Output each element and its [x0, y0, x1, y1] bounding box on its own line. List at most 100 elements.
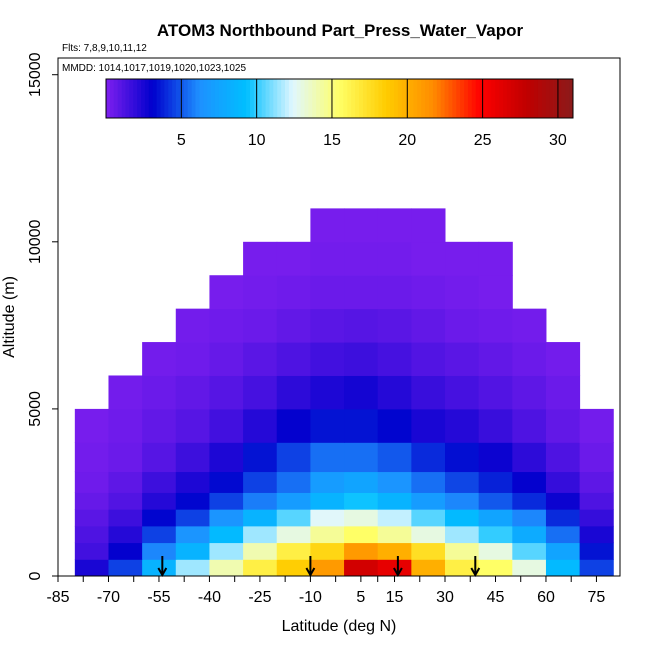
heatmap-cell — [74, 492, 109, 510]
heatmap-cell — [344, 442, 379, 473]
heatmap-cell — [209, 542, 244, 560]
heatmap-cell — [276, 471, 311, 493]
colorbar-segment — [226, 79, 231, 118]
heatmap-cell — [344, 471, 379, 493]
heatmap-cell — [243, 471, 278, 493]
colorbar-segment — [203, 79, 208, 118]
heatmap-cell — [344, 308, 379, 343]
heatmap-cell — [142, 525, 177, 544]
heatmap-cell — [243, 559, 278, 577]
colorbar-segment — [448, 79, 453, 118]
heatmap-cell — [108, 542, 143, 560]
heatmap-cell — [344, 542, 379, 560]
heatmap-cell — [74, 509, 109, 527]
x-tick-label: -85 — [46, 589, 69, 606]
colorbar-segment — [323, 79, 329, 118]
colorbar-segment — [479, 79, 484, 118]
colorbar-segment — [382, 79, 387, 118]
heatmap-cell — [310, 509, 345, 527]
colorbar-segment — [238, 79, 243, 118]
colorbar-segment — [518, 79, 523, 118]
heatmap-cell — [108, 525, 143, 544]
heatmap-cell — [579, 525, 614, 544]
heatmap-cell — [344, 408, 379, 443]
colorbar-segment — [397, 79, 403, 118]
colorbar-segment — [444, 79, 449, 118]
colorbar-segment — [355, 79, 360, 118]
colorbar-segment — [133, 79, 138, 118]
heatmap-cell — [108, 375, 143, 410]
colorbar-segment — [541, 79, 547, 118]
heatmap-cell — [175, 509, 210, 527]
heatmap-cell — [108, 559, 143, 577]
colorbar-segment — [456, 79, 461, 118]
colorbar-segment — [409, 79, 414, 118]
colorbar-segment — [300, 79, 305, 118]
colorbar-segment — [269, 79, 274, 118]
heatmap-cell — [344, 241, 379, 276]
colorbar-segment — [343, 79, 348, 118]
flight-marker-arrow — [157, 556, 168, 578]
heatmap-cell — [445, 442, 480, 473]
colorbar-segment — [261, 79, 266, 118]
heatmap-cell — [142, 375, 177, 410]
colorbar-segment — [214, 79, 220, 118]
heatmap-cell — [411, 275, 446, 310]
colorbar-tick-label: 25 — [474, 132, 492, 149]
heatmap-cell — [478, 542, 513, 560]
heatmap-cell — [175, 308, 210, 343]
heatmap-cell — [175, 559, 210, 577]
heatmap-cell — [175, 471, 210, 493]
colorbar-segment — [370, 79, 375, 118]
heatmap-cell — [310, 525, 345, 544]
heatmap-cell — [512, 342, 547, 376]
heatmap-cell — [377, 375, 412, 410]
heatmap-cell — [243, 542, 278, 560]
y-axis-label: Altitude (m) — [1, 276, 18, 358]
colorbar-segment — [335, 79, 340, 118]
heatmap-cell — [377, 241, 412, 276]
heatmap-cell — [310, 208, 345, 243]
heatmap-cell — [175, 375, 210, 410]
heatmap-cell — [377, 542, 412, 560]
heatmap-cell — [377, 342, 412, 376]
y-tick-label: 10000 — [27, 219, 44, 264]
heatmap-cell — [209, 442, 244, 473]
heatmap-cell — [377, 509, 412, 527]
heatmap-cell — [512, 471, 547, 493]
colorbar-segment — [117, 79, 122, 118]
heatmap-cell — [209, 471, 244, 493]
colorbar-segment — [502, 79, 508, 118]
flight-marker-arrow — [305, 556, 316, 578]
colorbar-tick-label: 30 — [549, 132, 567, 149]
colorbar-segment — [121, 79, 126, 118]
heatmap-cell — [276, 492, 311, 510]
colorbar-segment — [432, 79, 438, 118]
heatmap-cell — [142, 492, 177, 510]
heatmap-cell — [545, 442, 581, 473]
colorbar-segment — [207, 79, 212, 118]
heatmap-cell — [579, 471, 614, 493]
colorbar-segment — [569, 79, 574, 118]
colorbar-segment — [137, 79, 142, 118]
colorbar-segment — [218, 79, 224, 118]
heatmap-cell — [209, 559, 244, 577]
heatmap-cell — [310, 542, 345, 560]
heatmap-cell — [310, 275, 345, 310]
heatmap-cell — [344, 375, 379, 410]
heatmap-cell — [579, 408, 614, 443]
colorbar-segment — [491, 79, 496, 118]
flight-marker-arrow — [393, 556, 403, 578]
heatmap-cell — [512, 375, 547, 410]
heatmap-cell — [310, 375, 345, 410]
colorbar-segment — [393, 79, 399, 118]
heatmap-cell — [108, 492, 143, 510]
x-axis: -85 -70 -55 -40 -25 -10 5 15 30 45 60 75 — [46, 576, 605, 606]
colorbar-segment — [358, 79, 364, 118]
heatmap-cell — [478, 408, 513, 443]
heatmap-cell — [243, 342, 278, 376]
x-axis-label: Latitude (deg N) — [282, 618, 397, 635]
x-tick-label: -10 — [299, 589, 322, 606]
heatmap-cell — [377, 525, 412, 544]
